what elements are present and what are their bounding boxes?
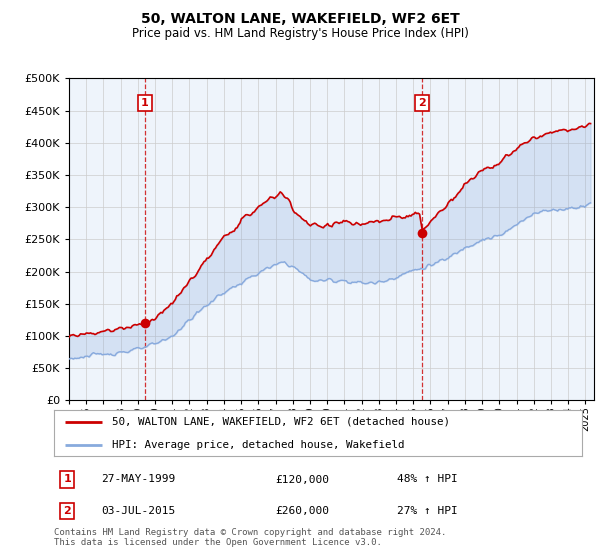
Text: £120,000: £120,000 xyxy=(276,474,330,484)
Text: 2: 2 xyxy=(418,98,426,108)
Text: HPI: Average price, detached house, Wakefield: HPI: Average price, detached house, Wake… xyxy=(112,440,404,450)
Text: 48% ↑ HPI: 48% ↑ HPI xyxy=(397,474,458,484)
Text: 50, WALTON LANE, WAKEFIELD, WF2 6ET (detached house): 50, WALTON LANE, WAKEFIELD, WF2 6ET (det… xyxy=(112,417,450,427)
Text: 03-JUL-2015: 03-JUL-2015 xyxy=(101,506,176,516)
Text: Contains HM Land Registry data © Crown copyright and database right 2024.
This d: Contains HM Land Registry data © Crown c… xyxy=(54,528,446,547)
Text: 50, WALTON LANE, WAKEFIELD, WF2 6ET: 50, WALTON LANE, WAKEFIELD, WF2 6ET xyxy=(140,12,460,26)
Text: 27-MAY-1999: 27-MAY-1999 xyxy=(101,474,176,484)
Text: £260,000: £260,000 xyxy=(276,506,330,516)
Text: Price paid vs. HM Land Registry's House Price Index (HPI): Price paid vs. HM Land Registry's House … xyxy=(131,27,469,40)
Text: 1: 1 xyxy=(141,98,149,108)
Text: 27% ↑ HPI: 27% ↑ HPI xyxy=(397,506,458,516)
Text: 2: 2 xyxy=(64,506,71,516)
Text: 1: 1 xyxy=(64,474,71,484)
